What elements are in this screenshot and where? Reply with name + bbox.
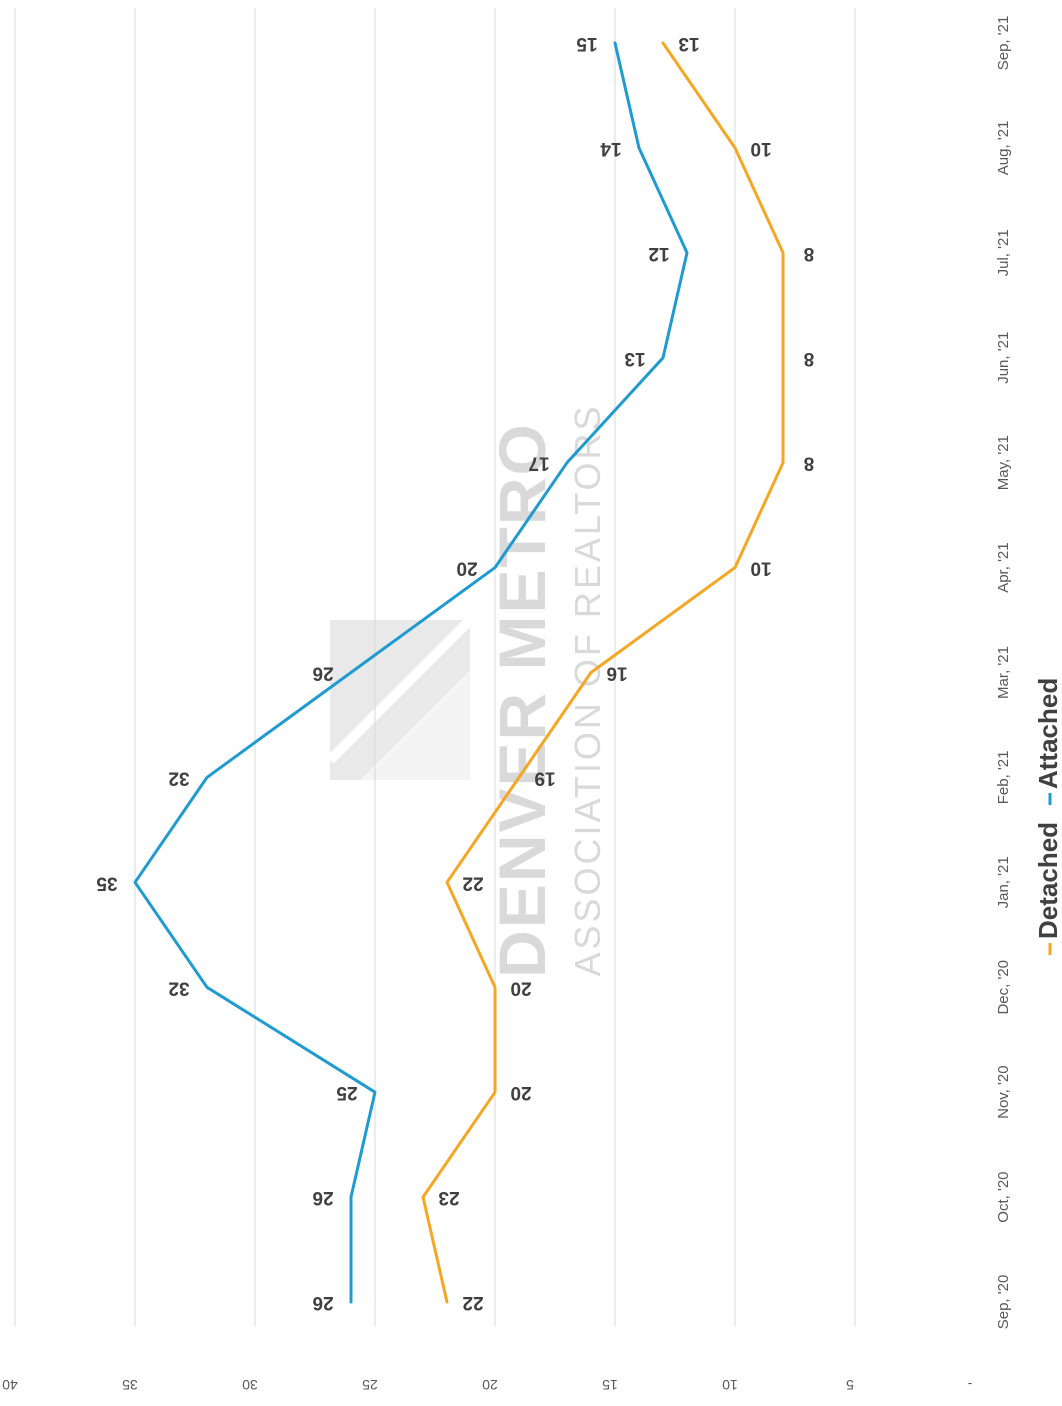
data-label: 19	[534, 767, 555, 788]
watermark-subtitle: ASSOCIATION OF REALTORS	[567, 403, 608, 976]
data-label: 20	[510, 977, 531, 998]
gridlines	[14, 8, 856, 1326]
series-line-attached	[133, 41, 689, 1304]
x-tick-label: Aug, '21	[995, 121, 1012, 176]
data-label: 22	[462, 1292, 483, 1313]
data-label: 20	[510, 1082, 531, 1103]
y-tick-label: 25	[362, 1377, 378, 1393]
watermark-title: DENVER METRO	[485, 422, 559, 978]
data-label: 8	[804, 453, 815, 474]
data-label: 20	[456, 558, 477, 579]
data-label: 32	[168, 767, 189, 788]
denver-metro-watermark: DENVER METRO ASSOCIATION OF REALTORS	[326, 403, 608, 978]
x-tick-label: Dec, '20	[995, 960, 1012, 1015]
data-label: 26	[312, 1292, 333, 1313]
watermark-logo	[326, 616, 474, 780]
data-label: 32	[168, 977, 189, 998]
data-label: 26	[312, 662, 333, 683]
x-tick-label: Sep, '21	[995, 16, 1012, 71]
data-labels: 22 23 20 20 22 19 16 10 8 8 8 10 13 26 26 25 32 35 32 26 20 1…	[96, 33, 814, 1313]
x-tick-label: Jun, '21	[995, 332, 1012, 384]
x-tick-label: Jul, '21	[995, 229, 1012, 276]
data-label: 8	[804, 348, 815, 369]
x-axis-ticks: Sep, '20 Oct, '20 Nov, '20 Dec, '20 Jan, '21…	[995, 16, 1012, 1330]
data-label: 13	[678, 33, 699, 54]
data-label: 10	[750, 138, 771, 159]
x-tick-label: Feb, '21	[995, 751, 1012, 805]
data-label: 23	[438, 1187, 459, 1208]
data-label: 17	[528, 453, 549, 474]
data-label: 13	[624, 348, 645, 369]
x-tick-label: Sep, '20	[995, 1275, 1012, 1330]
y-tick-label: 40	[2, 1377, 18, 1393]
x-tick-label: Nov, '20	[995, 1065, 1012, 1118]
legend: Detached Attached	[1033, 678, 1062, 955]
data-label: 10	[750, 558, 771, 579]
y-tick-label: 30	[242, 1377, 258, 1393]
y-tick-label: 5	[846, 1377, 854, 1393]
data-label: 16	[606, 662, 627, 683]
data-label: 14	[600, 138, 622, 159]
legend-label-detached: Detached	[1033, 822, 1062, 939]
series-line-detached	[421, 41, 785, 1304]
data-label: 26	[312, 1187, 333, 1208]
data-label: 15	[576, 33, 598, 54]
data-label: 12	[648, 243, 669, 264]
y-tick-label: 35	[122, 1377, 138, 1393]
y-tick-label: -	[967, 1377, 972, 1393]
data-label: 22	[462, 872, 483, 893]
y-tick-label: 15	[602, 1377, 618, 1393]
y-axis-ticks: - 5 10 15 20 25 30 35 40	[2, 1377, 972, 1393]
data-label: 35	[96, 872, 118, 893]
data-label: 8	[804, 243, 815, 264]
x-tick-label: Jan, '21	[995, 856, 1012, 908]
series-lines	[133, 41, 785, 1304]
legend-label-attached: Attached	[1033, 678, 1062, 789]
y-tick-label: 20	[482, 1377, 498, 1393]
y-tick-label: 10	[722, 1377, 738, 1393]
x-tick-label: Apr, '21	[995, 542, 1012, 592]
x-tick-label: May, '21	[995, 435, 1012, 490]
x-tick-label: Oct, '20	[995, 1171, 1012, 1222]
x-tick-label: Mar, '21	[995, 646, 1012, 699]
data-label: 25	[336, 1082, 358, 1103]
